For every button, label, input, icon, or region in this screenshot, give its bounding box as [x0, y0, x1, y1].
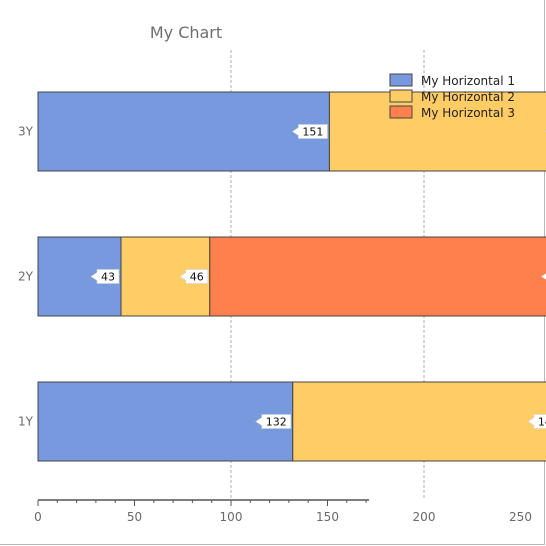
- bar-3Y-series-2[interactable]: [328, 91, 546, 172]
- legend-label: My Horizontal 3: [421, 106, 515, 120]
- bar-2Y-series-3[interactable]: [209, 236, 546, 317]
- data-label-2Y-series-2: 46: [179, 269, 209, 284]
- legend-label: My Horizontal 2: [421, 90, 515, 104]
- data-label-text: 141: [538, 416, 546, 429]
- data-label-3Y-series-1: 151: [291, 124, 328, 139]
- data-label-1Y-series-1: 132: [255, 414, 292, 429]
- x-tick-label-200: 200: [413, 510, 436, 524]
- data-label-text: 132: [266, 416, 287, 429]
- x-tick-label-0: 0: [34, 510, 42, 524]
- bar-1Y-series-2[interactable]: [292, 381, 546, 462]
- data-label-2Y-series-1: 43: [90, 269, 120, 284]
- data-label-text: 151: [302, 126, 323, 139]
- legend-item-3[interactable]: My Horizontal 3: [389, 105, 515, 120]
- x-tick-label-150: 150: [316, 510, 339, 524]
- category-label-3Y: 3Y: [18, 125, 34, 139]
- data-label-2Y-series-3: 191: [540, 273, 546, 280]
- legend-item-2[interactable]: My Horizontal 2: [389, 89, 515, 104]
- legend-swatch: [389, 73, 413, 87]
- legend-swatch: [389, 89, 413, 103]
- legend-label: My Horizontal 1: [421, 74, 515, 88]
- data-label-1Y-series-2: 141: [527, 414, 546, 429]
- chart-title: My Chart: [150, 23, 222, 42]
- category-label-1Y: 1Y: [18, 415, 34, 429]
- bar-3Y-series-1[interactable]: [37, 91, 330, 172]
- category-label-2Y: 2Y: [18, 270, 34, 284]
- legend-item-1[interactable]: My Horizontal 1: [389, 73, 515, 88]
- data-label-text: 43: [101, 271, 115, 284]
- x-tick-label-100: 100: [220, 510, 243, 524]
- x-tick-label-250: 250: [509, 510, 532, 524]
- data-label-text: 46: [190, 271, 204, 284]
- bar-1Y-series-1[interactable]: [37, 381, 294, 462]
- x-tick-label-50: 50: [127, 510, 142, 524]
- legend-swatch: [389, 105, 413, 119]
